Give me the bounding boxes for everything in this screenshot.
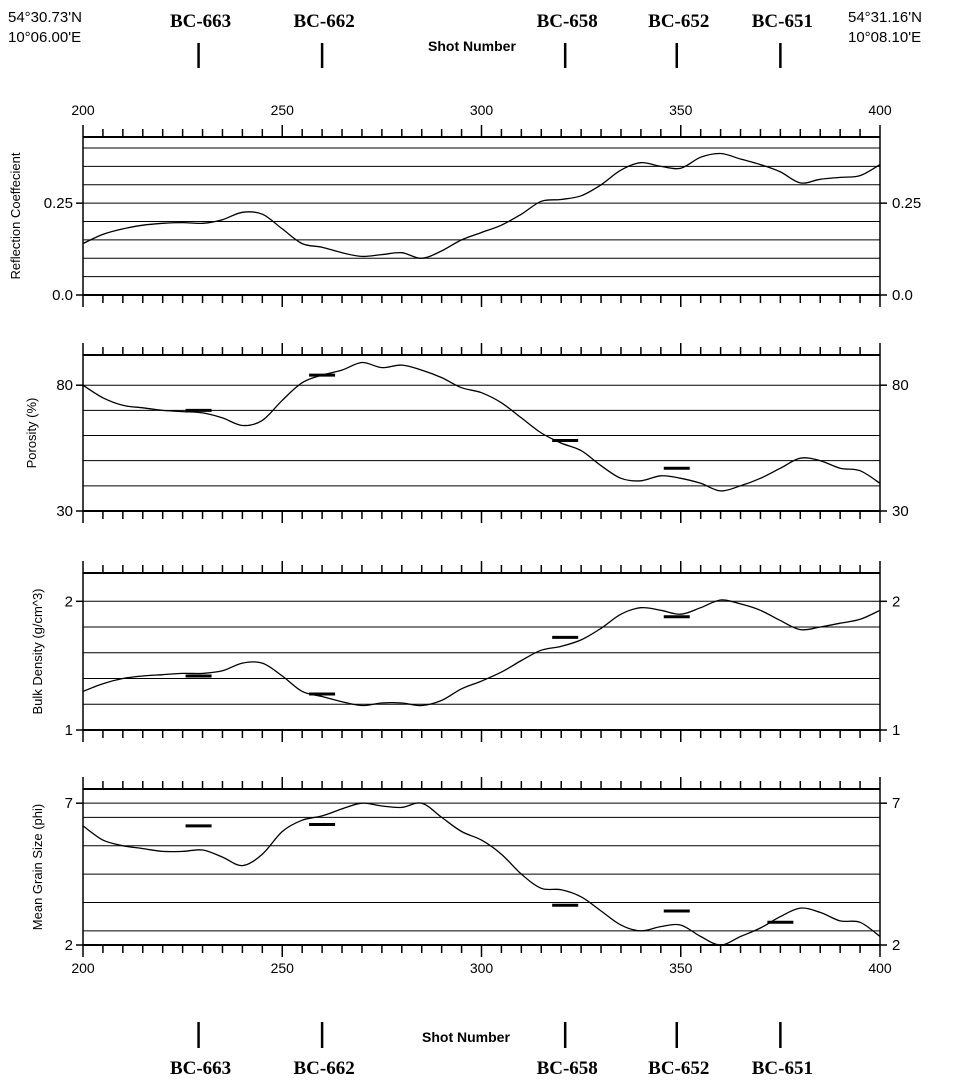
series-line — [82, 152, 881, 259]
top-station-label: BC-663 — [170, 11, 231, 32]
footer-shot-number-title: Shot Number — [422, 1029, 510, 1045]
y-axis-label: Porosity (%) — [24, 398, 39, 469]
y-tick-label: 7 — [65, 795, 73, 812]
y-tick-label-right: 7 — [892, 795, 900, 812]
header-right-latitude: 54°31.16'N — [848, 9, 922, 26]
top-station-label: BC-652 — [648, 11, 709, 32]
header-right-longitude: 10°08.10'E — [848, 29, 921, 46]
bottom-station-label: BC-652 — [648, 1058, 709, 1079]
top-station-label: BC-651 — [752, 11, 813, 32]
panels: 0.0 0.0 0.25 0.25 200 250 300 350 400 Reflection … — [8, 102, 921, 976]
bottom-station-label: BC-663 — [170, 1058, 231, 1079]
y-tick-label-right: 0.25 — [892, 195, 921, 212]
y-tick-label-right: 2 — [892, 593, 900, 610]
y-tick-label: 0.25 — [44, 195, 73, 212]
panel-2: 30 30 80 80 Porosity (%) — [24, 343, 909, 523]
top-station-label: BC-658 — [537, 11, 598, 32]
x-tick-label: 350 — [669, 102, 693, 118]
x-tick-label: 200 — [71, 102, 95, 118]
panel-4: 2 2 7 7 200 250 300 350 400 Mean Grain Size (phi) — [30, 777, 900, 976]
x-tick-label: 250 — [271, 102, 295, 118]
y-tick-label: 30 — [56, 503, 73, 520]
y-tick-label-right: 30 — [892, 503, 909, 520]
y-axis-label: Reflection Coeffecient — [8, 152, 23, 279]
y-axis-label: Mean Grain Size (phi) — [30, 804, 45, 930]
panel-1: 0.0 0.0 0.25 0.25 200 250 300 350 400 Reflection … — [8, 102, 921, 307]
x-tick-label: 350 — [669, 960, 693, 976]
x-tick-label: 400 — [868, 102, 892, 118]
header: 54°30.73'N 10°06.00'E 54°31.16'N 10°08.1… — [8, 9, 922, 54]
series-line — [82, 361, 881, 492]
bottom-stations: BC-663 BC-662 BC-658 BC-652 BC-651 — [170, 1022, 813, 1079]
header-left-latitude: 54°30.73'N — [8, 9, 82, 26]
x-tick-label: 300 — [470, 960, 494, 976]
x-tick-label: 300 — [470, 102, 494, 118]
bottom-station-label: BC-662 — [293, 1058, 354, 1079]
top-station-label: BC-662 — [293, 11, 354, 32]
y-tick-label-right: 0.0 — [892, 287, 913, 304]
header-shot-number-title: Shot Number — [428, 38, 516, 54]
panel-3: 1 1 2 2 Bulk Density (g/cm^3) — [30, 561, 900, 742]
x-tick-label: 250 — [271, 960, 295, 976]
top-stations: BC-663 BC-662 BC-658 BC-652 BC-651 — [170, 11, 813, 68]
y-tick-label-right: 2 — [892, 937, 900, 954]
y-tick-label: 80 — [56, 377, 73, 394]
y-tick-label: 2 — [65, 937, 73, 954]
y-tick-label-right: 1 — [892, 722, 900, 739]
x-tick-label: 400 — [868, 960, 892, 976]
series-line — [82, 599, 881, 707]
bottom-station-label: BC-651 — [752, 1058, 813, 1079]
bottom-station-label: BC-658 — [537, 1058, 598, 1079]
y-tick-label: 2 — [65, 593, 73, 610]
y-tick-label-right: 80 — [892, 377, 909, 394]
y-tick-label: 0.0 — [52, 287, 73, 304]
footer: Shot Number — [422, 1029, 510, 1045]
x-tick-label: 200 — [71, 960, 95, 976]
y-tick-label: 1 — [65, 722, 73, 739]
header-left-longitude: 10°06.00'E — [8, 29, 81, 46]
y-axis-label: Bulk Density (g/cm^3) — [30, 588, 45, 714]
series-line — [82, 802, 881, 946]
